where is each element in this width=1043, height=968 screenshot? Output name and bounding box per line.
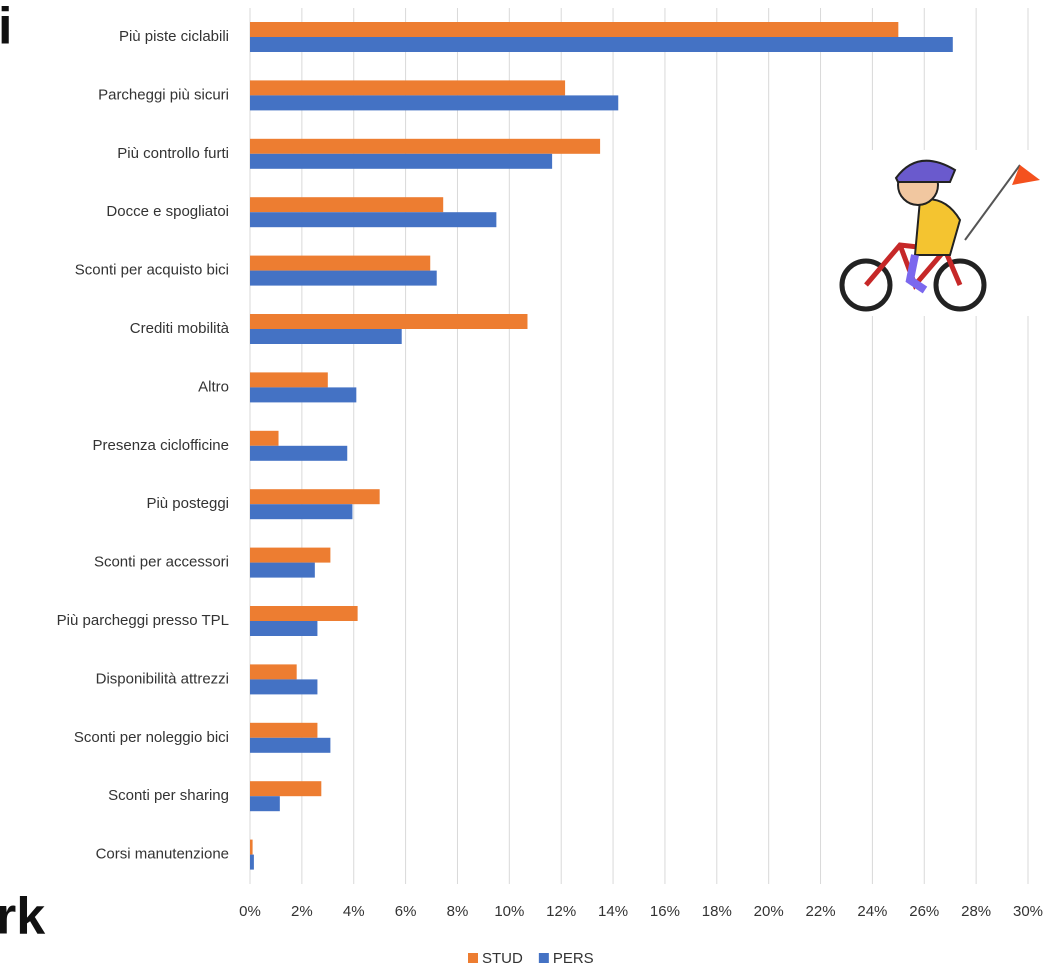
bar: [250, 722, 318, 738]
y-tick-label: Docce e spogliatoi: [106, 203, 229, 220]
bar: [250, 95, 619, 111]
y-tick-label: Disponibilità attrezzi: [96, 670, 229, 687]
x-tick-label: 22%: [806, 903, 836, 920]
x-tick-label: 28%: [961, 903, 991, 920]
x-tick-label: 26%: [909, 903, 939, 920]
bar: [250, 781, 322, 797]
y-tick-label: Più controllo furti: [117, 145, 229, 162]
bar: [250, 489, 380, 505]
bar: [250, 679, 318, 695]
x-tick-label: 20%: [754, 903, 784, 920]
bar: [250, 737, 331, 753]
x-tick-label: 6%: [395, 903, 417, 920]
x-tick-label: 4%: [343, 903, 365, 920]
bar: [250, 255, 431, 271]
x-tick-label: 16%: [650, 903, 680, 920]
x-tick-label: 18%: [702, 903, 732, 920]
x-tick-label: 8%: [447, 903, 469, 920]
y-tick-label: Altro: [198, 378, 229, 395]
legend-swatch: [538, 953, 549, 963]
bar: [250, 37, 953, 52]
y-tick-label: Sconti per noleggio bici: [74, 729, 229, 746]
slide-fragment: rk: [0, 888, 45, 946]
bar: [250, 796, 280, 812]
bar: [250, 430, 279, 446]
y-tick-label: Più parcheggi presso TPL: [57, 612, 229, 629]
bar: [250, 329, 402, 344]
x-tick-label: 12%: [546, 903, 576, 920]
y-tick-label: Presenza ciclofficine: [93, 437, 229, 454]
x-tick-label: 2%: [291, 903, 313, 920]
bar: [250, 504, 353, 520]
y-tick-label: Sconti per accessori: [94, 554, 229, 571]
legend-swatch: [468, 953, 478, 963]
bars: Più piste ciclabili Parcheggi più sicuri P…: [57, 22, 953, 870]
x-tick-label: 10%: [494, 903, 524, 920]
y-tick-label: Più posteggi: [146, 495, 229, 512]
bar: [250, 445, 348, 461]
bar: [250, 80, 566, 96]
x-tick-label: 24%: [857, 903, 887, 920]
x-tick-label: 0%: [239, 903, 261, 920]
bar: [250, 664, 297, 680]
bar: [250, 22, 899, 37]
bar: [250, 153, 553, 169]
y-tick-label: Sconti per acquisto bici: [75, 262, 229, 279]
y-tick-label: Più piste ciclabili: [119, 28, 229, 45]
slide-fragment: i: [0, 0, 12, 56]
y-tick-label: Crediti mobilità: [130, 320, 230, 337]
bar: [250, 854, 254, 870]
bar: [250, 212, 497, 228]
bar: [250, 314, 528, 329]
bar: [250, 621, 318, 636]
legend-label: PERS: [553, 950, 594, 967]
bar: [250, 138, 601, 154]
x-tick-label: 14%: [598, 903, 628, 920]
bar: [250, 387, 357, 403]
legend-label: STUD: [482, 950, 523, 967]
bar: [250, 562, 315, 578]
bar: [250, 547, 331, 563]
bar: [250, 372, 328, 388]
y-tick-label: Corsi manutenzione: [96, 846, 229, 863]
bar: [250, 839, 253, 855]
cyclist-illustration: [834, 150, 1043, 316]
y-tick-label: Sconti per sharing: [108, 787, 229, 804]
x-tick-label: 30%: [1013, 903, 1043, 920]
bar: [250, 606, 358, 621]
bar: [250, 197, 444, 213]
legend: STUD PERS: [468, 950, 594, 967]
y-tick-label: Parcheggi più sicuri: [98, 86, 229, 103]
bar: [250, 270, 437, 286]
